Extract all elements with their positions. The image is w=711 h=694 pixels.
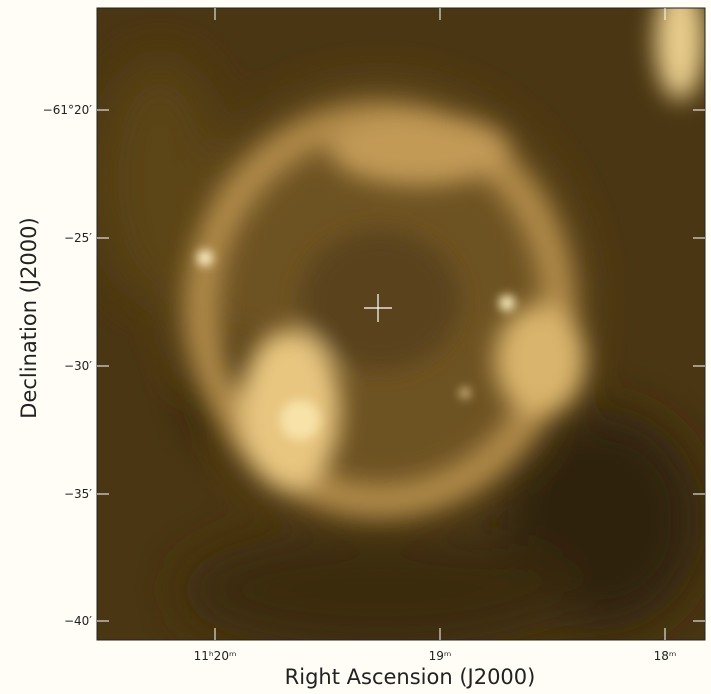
x-tick-label: 11ʰ20ᵐ (194, 649, 237, 663)
y-tick-label: −40′ (64, 614, 92, 628)
figure: Right Ascension (J2000) Declination (J20… (0, 0, 711, 694)
y-tick-label: −61°20′ (43, 103, 93, 117)
x-tick-label: 18ᵐ (654, 649, 677, 663)
y-tick-label: −25′ (64, 231, 92, 245)
x-tick-label: 19ᵐ (429, 649, 452, 663)
radio-image (97, 0, 705, 650)
y-axis-label: Declination (J2000) (17, 217, 41, 418)
y-tick-label: −35′ (64, 487, 92, 501)
y-tick-label: −30′ (64, 359, 92, 373)
x-axis-label: Right Ascension (J2000) (285, 665, 536, 689)
